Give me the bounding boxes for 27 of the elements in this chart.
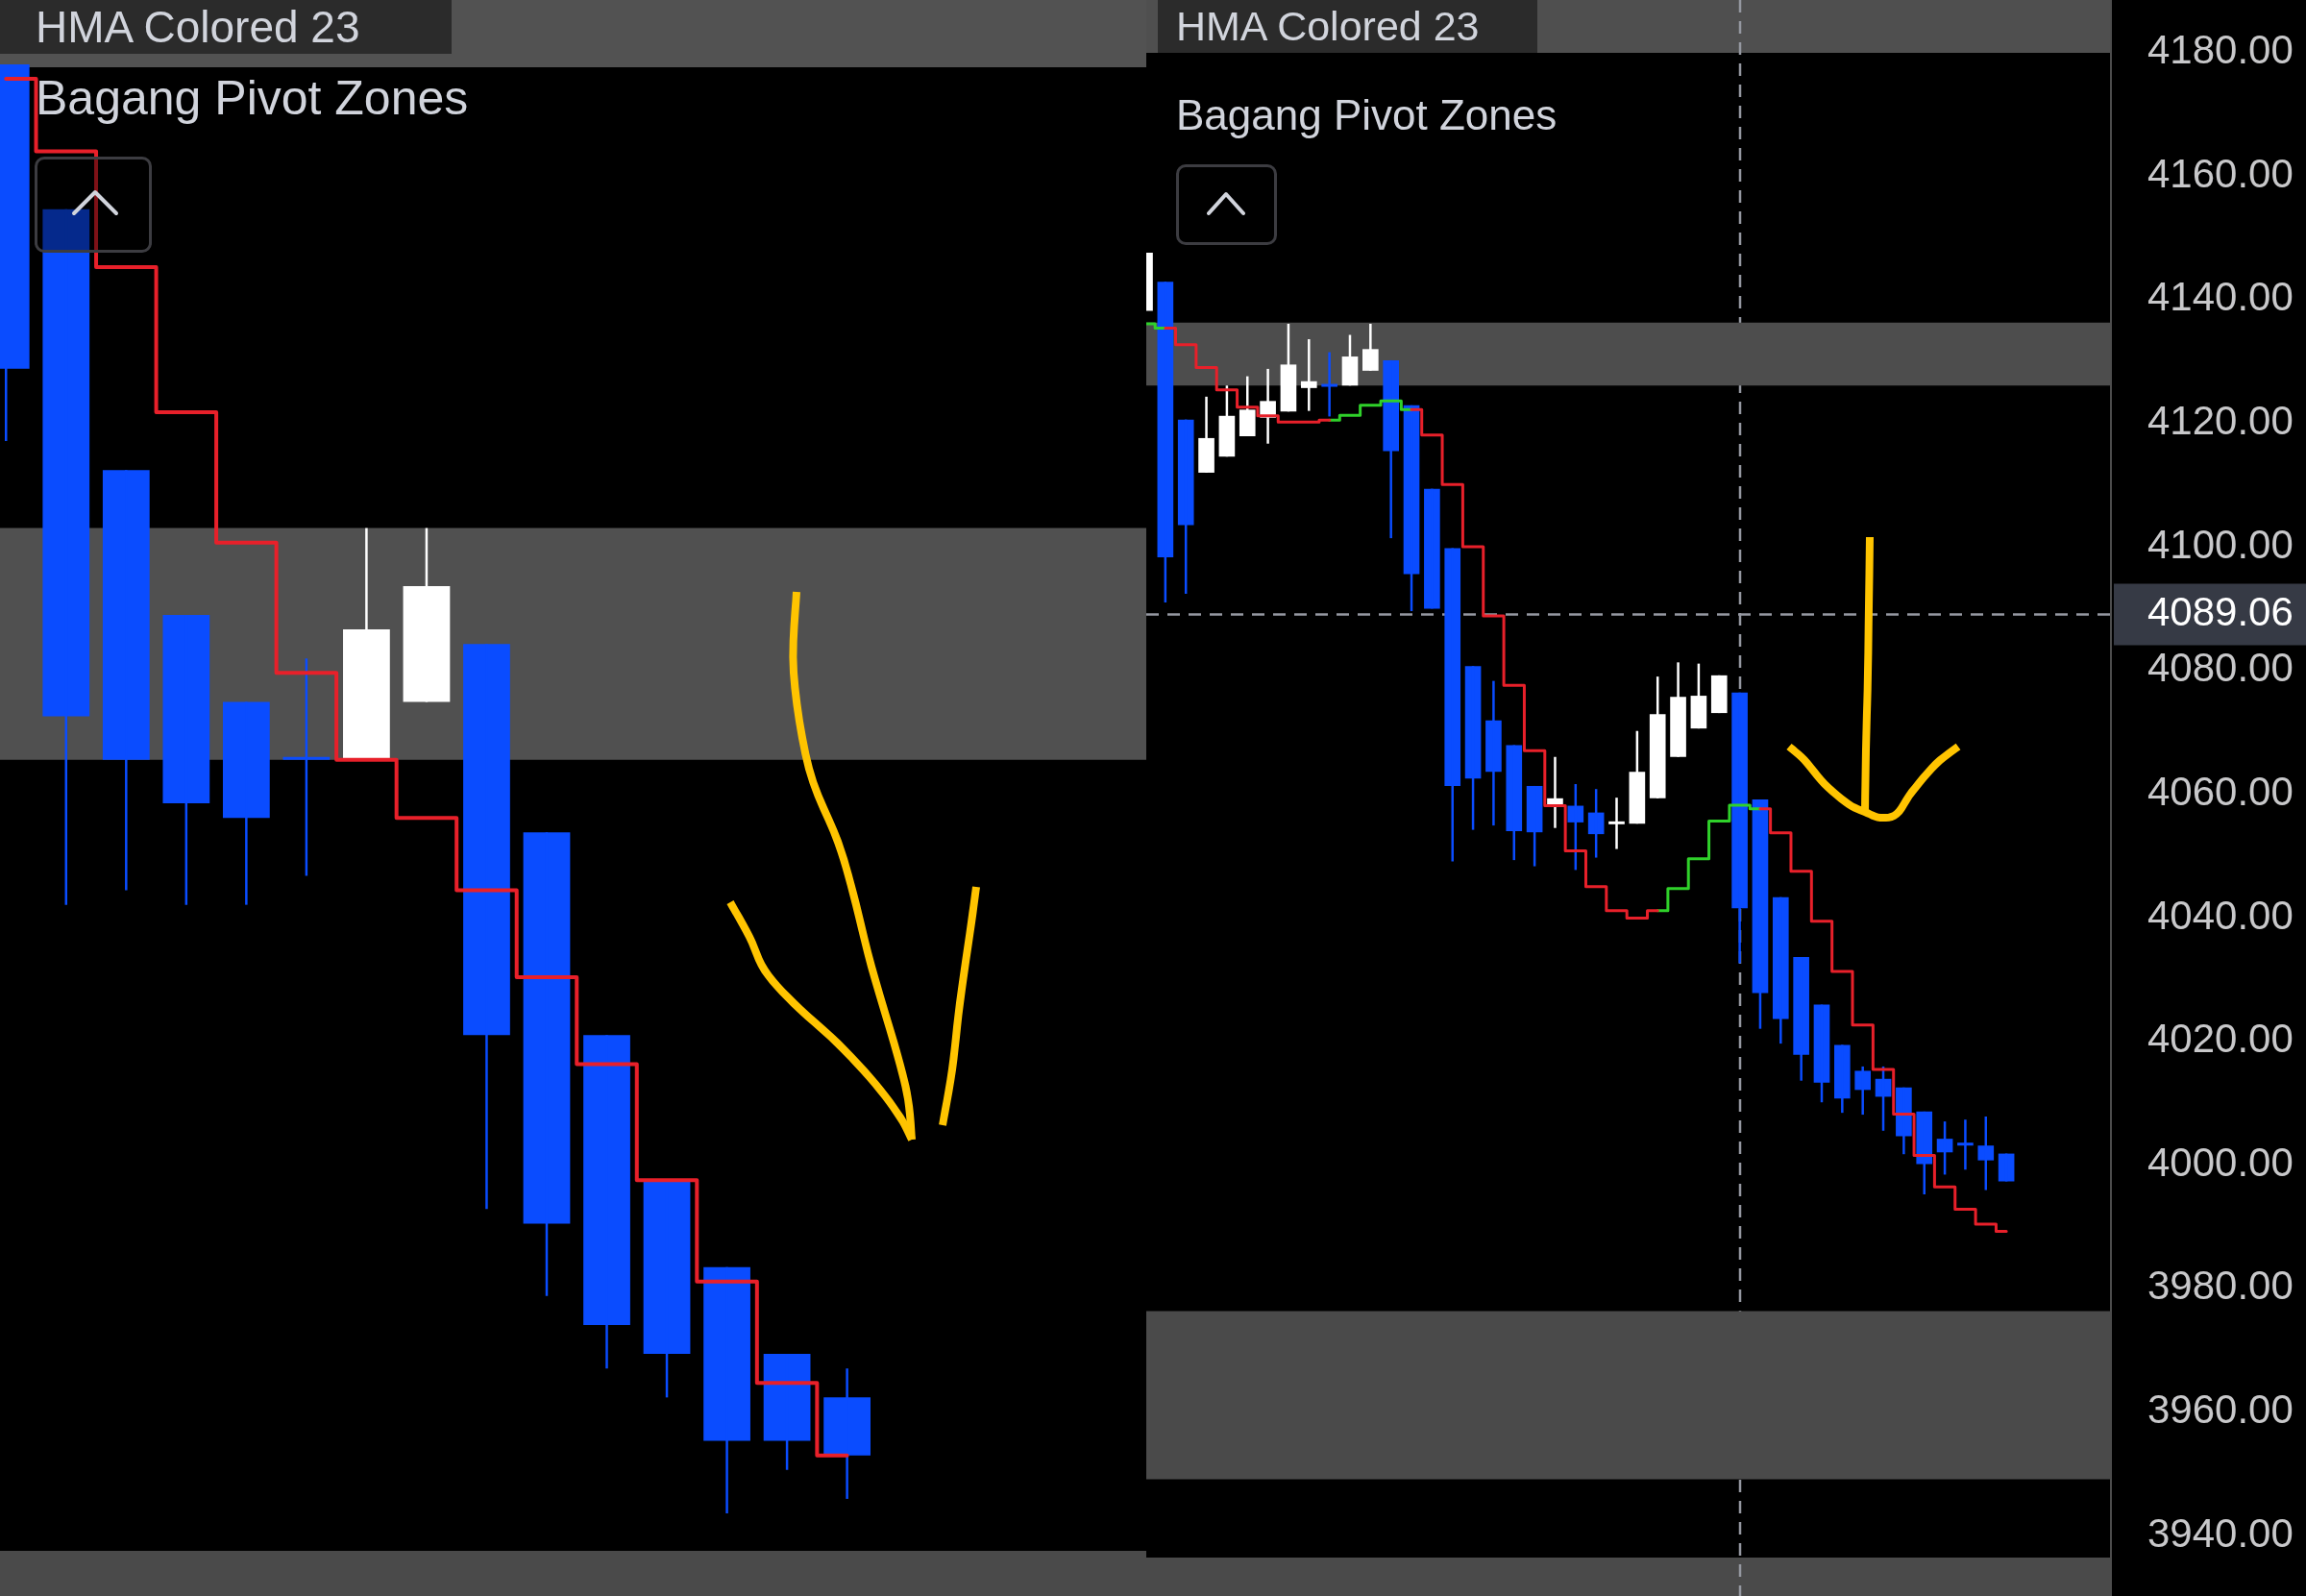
candlestick [703,1266,750,1513]
y-tick-label: 4040.00 [2147,892,2294,938]
chart-subtitle: Bagang Pivot Zones [36,71,469,127]
y-tick-label: 4160.00 [2147,150,2294,196]
chart-title: HMA Colored 23 [0,0,452,54]
y-tick-label: 3940.00 [2147,1510,2294,1556]
y-tick-label: 4180.00 [2147,27,2294,73]
text: Bagang Pivot Zones [1176,91,1558,140]
y-tick-label: 4080.00 [2147,645,2294,691]
candlestick [343,528,390,760]
candlestick [1710,675,1728,714]
y-tick-label: 4120.00 [2147,398,2294,444]
candlestick [463,644,510,1210]
y-tick-label: 3960.00 [2147,1386,2294,1432]
candlestick [222,701,270,905]
ref-line-label: 4089.06 [2147,589,2294,635]
y-tick-label: 4060.00 [2147,768,2294,814]
candlestick [102,470,150,891]
y-tick-label: 4000.00 [2147,1139,2294,1185]
y-tick-label: 4100.00 [2147,521,2294,567]
candlestick [583,1035,630,1369]
candlestick [1424,488,1440,609]
y-tick-label: 4140.00 [2147,274,2294,320]
y-tick-label: 4020.00 [2147,1016,2294,1062]
chart-title: HMA Colored 23 [1158,0,1537,53]
candlestick [823,1368,871,1499]
y-tick-label: 3980.00 [2147,1263,2294,1309]
